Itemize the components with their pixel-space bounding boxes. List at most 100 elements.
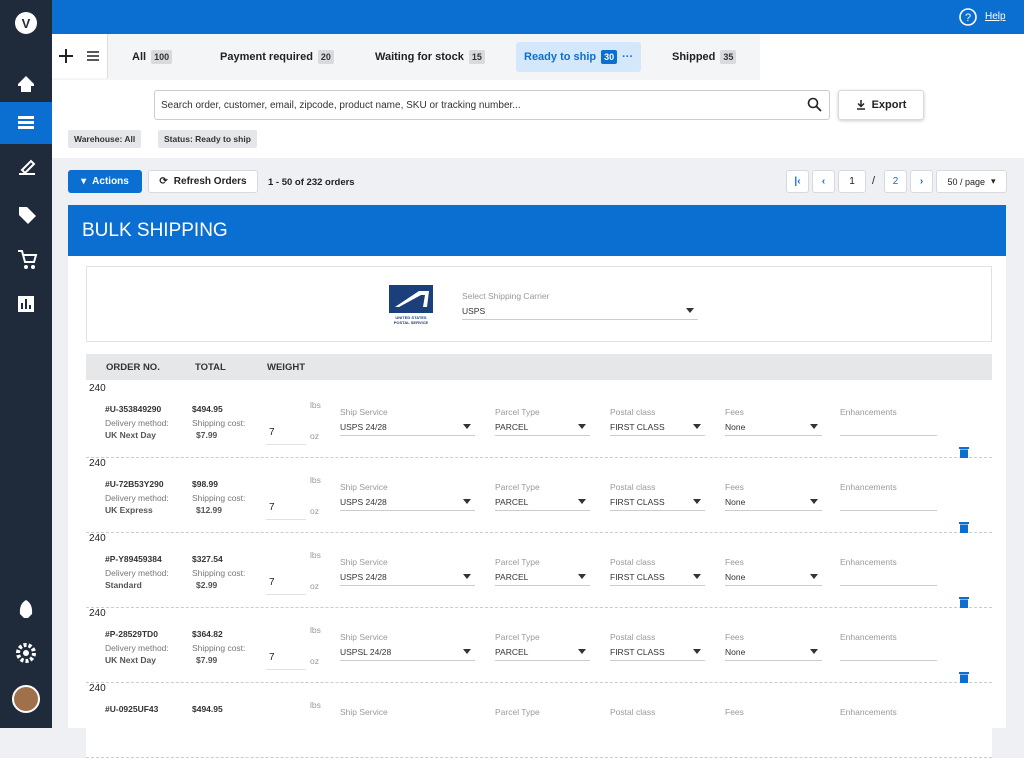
field-label: Postal class <box>610 407 656 417</box>
field-value: PARCEL <box>495 497 529 507</box>
field-label: Ship Service <box>340 632 388 642</box>
sidebar-icons: V <box>0 12 52 713</box>
delivery-label: Delivery method: <box>105 493 169 503</box>
field-select[interactable]: None <box>725 568 822 586</box>
search-area: Search order, customer, email, zipcode, … <box>52 80 1024 158</box>
field-select[interactable]: USPS 24/28 <box>340 493 475 511</box>
field-value: FIRST CLASS <box>610 497 665 507</box>
svg-text:?: ? <box>965 12 971 24</box>
quick-icons[interactable] <box>52 34 108 78</box>
delivery-label: Delivery method: <box>105 418 169 428</box>
weight-oz-input[interactable]: 7 <box>266 427 306 445</box>
tab-label: Waiting for stock <box>375 51 464 63</box>
order-total: $327.54 <box>192 554 223 564</box>
column-header: TOTAL <box>195 362 226 373</box>
field-select[interactable]: PARCEL <box>495 643 590 661</box>
field-value: FIRST CLASS <box>610 422 665 432</box>
delete-icon[interactable] <box>959 671 969 683</box>
tab[interactable]: Payment required 20 <box>220 47 334 67</box>
tab[interactable]: Shipped 35 <box>672 47 737 67</box>
field-select[interactable]: None <box>725 418 822 436</box>
field-label: Enhancements <box>840 482 897 492</box>
field-label: Parcel Type <box>495 707 540 717</box>
field-label: Fees <box>725 407 744 417</box>
field-select[interactable]: FIRST CLASS <box>610 643 705 661</box>
carrier-select[interactable]: USPS <box>462 302 698 320</box>
field-label: Fees <box>725 482 744 492</box>
carrier-label: Select Shipping Carrier <box>462 291 550 301</box>
field-select[interactable]: FIRST CLASS <box>610 418 705 436</box>
top-bar: ? Help <box>52 0 1024 34</box>
field-value: FIRST CLASS <box>610 647 665 657</box>
field-value: FIRST CLASS <box>610 572 665 582</box>
export-button[interactable]: Export <box>838 90 924 120</box>
field-value: PARCEL <box>495 422 529 432</box>
delete-icon[interactable] <box>959 521 969 533</box>
tab-filler <box>760 34 1024 80</box>
delete-icon[interactable] <box>959 446 969 458</box>
field-label: Postal class <box>610 557 656 567</box>
shipping-cost: $12.99 <box>196 505 222 515</box>
delivery-method: UK Next Day <box>105 430 157 440</box>
weight-oz-input[interactable]: 7 <box>266 577 306 595</box>
actions-button[interactable]: ▾ Actions <box>68 170 142 193</box>
field-input[interactable] <box>840 660 937 661</box>
field-select[interactable]: None <box>725 643 822 661</box>
oz-unit: oz <box>310 581 319 591</box>
weight-lbs-input[interactable]: 240 <box>89 533 106 544</box>
sidebar: V <box>0 0 52 728</box>
filter-chip[interactable]: Warehouse: All <box>68 130 142 148</box>
field-select[interactable]: USPSL 24/28 <box>340 643 475 661</box>
refresh-button[interactable]: ⟳ Refresh Orders <box>148 170 258 193</box>
field-select[interactable]: None <box>725 493 822 511</box>
field-input[interactable] <box>840 435 937 436</box>
tab[interactable]: Waiting for stock 15 <box>375 47 485 67</box>
field-select[interactable]: PARCEL <box>495 418 590 436</box>
weight-lbs-input[interactable]: 240 <box>89 608 106 619</box>
field-select[interactable]: FIRST CLASS <box>610 493 705 511</box>
field-label: Parcel Type <box>495 632 540 642</box>
delivery-method: UK Express <box>105 505 153 515</box>
weight-oz-input[interactable]: 7 <box>266 502 306 520</box>
field-select[interactable]: USPS 24/28 <box>340 418 475 436</box>
field-select[interactable]: PARCEL <box>495 493 590 511</box>
field-select[interactable]: FIRST CLASS <box>610 568 705 586</box>
tab-label: Shipped <box>672 51 716 63</box>
search-icon[interactable] <box>807 97 823 113</box>
field-select[interactable]: PARCEL <box>495 568 590 586</box>
field-select[interactable]: USPS 24/28 <box>340 568 475 586</box>
tab[interactable]: All 100 <box>132 47 173 67</box>
field-label: Fees <box>725 707 744 717</box>
weight-lbs-input[interactable]: 240 <box>89 383 106 394</box>
help-icon[interactable]: ? <box>958 7 978 27</box>
page-input[interactable]: 1 <box>838 170 866 193</box>
help-link[interactable]: Help <box>985 11 1006 22</box>
page-link[interactable]: 2 <box>884 170 907 193</box>
field-input[interactable] <box>840 585 937 586</box>
field-input[interactable] <box>840 510 937 511</box>
search-box[interactable]: Search order, customer, email, zipcode, … <box>154 90 830 120</box>
weight-lbs-input[interactable]: 240 <box>89 683 106 694</box>
first-page[interactable]: |‹ <box>786 170 809 193</box>
next-page[interactable]: › <box>910 170 933 193</box>
per-page-select[interactable]: 50 / page ▾ <box>936 170 1007 193</box>
shipping-label: Shipping cost: <box>192 418 246 428</box>
weight-oz-input[interactable]: 7 <box>266 652 306 670</box>
delete-icon[interactable] <box>959 596 969 608</box>
panel-title: BULK SHIPPING <box>68 205 1006 256</box>
tab[interactable]: Ready to ship 30 ··· <box>516 42 642 72</box>
column-header: ORDER NO. <box>106 362 160 373</box>
tab-count: 20 <box>317 50 334 64</box>
shipping-cost: $7.99 <box>196 655 218 665</box>
field-value: None <box>725 647 746 657</box>
order-row: #U-0925UF43 $494.95 240 lbs Ship Service Parc… <box>86 683 992 758</box>
carrier-box: UNITED STATES POSTAL SERVICE Select Ship… <box>86 266 992 342</box>
filter-chip[interactable]: Status: Ready to ship <box>158 130 257 148</box>
delivery-method: UK Next Day <box>105 655 157 665</box>
field-label: Parcel Type <box>495 407 540 417</box>
weight-lbs-input[interactable]: 240 <box>89 458 106 469</box>
quick-actions <box>52 34 108 78</box>
shipping-label: Shipping cost: <box>192 493 246 503</box>
prev-page[interactable]: ‹ <box>812 170 835 193</box>
